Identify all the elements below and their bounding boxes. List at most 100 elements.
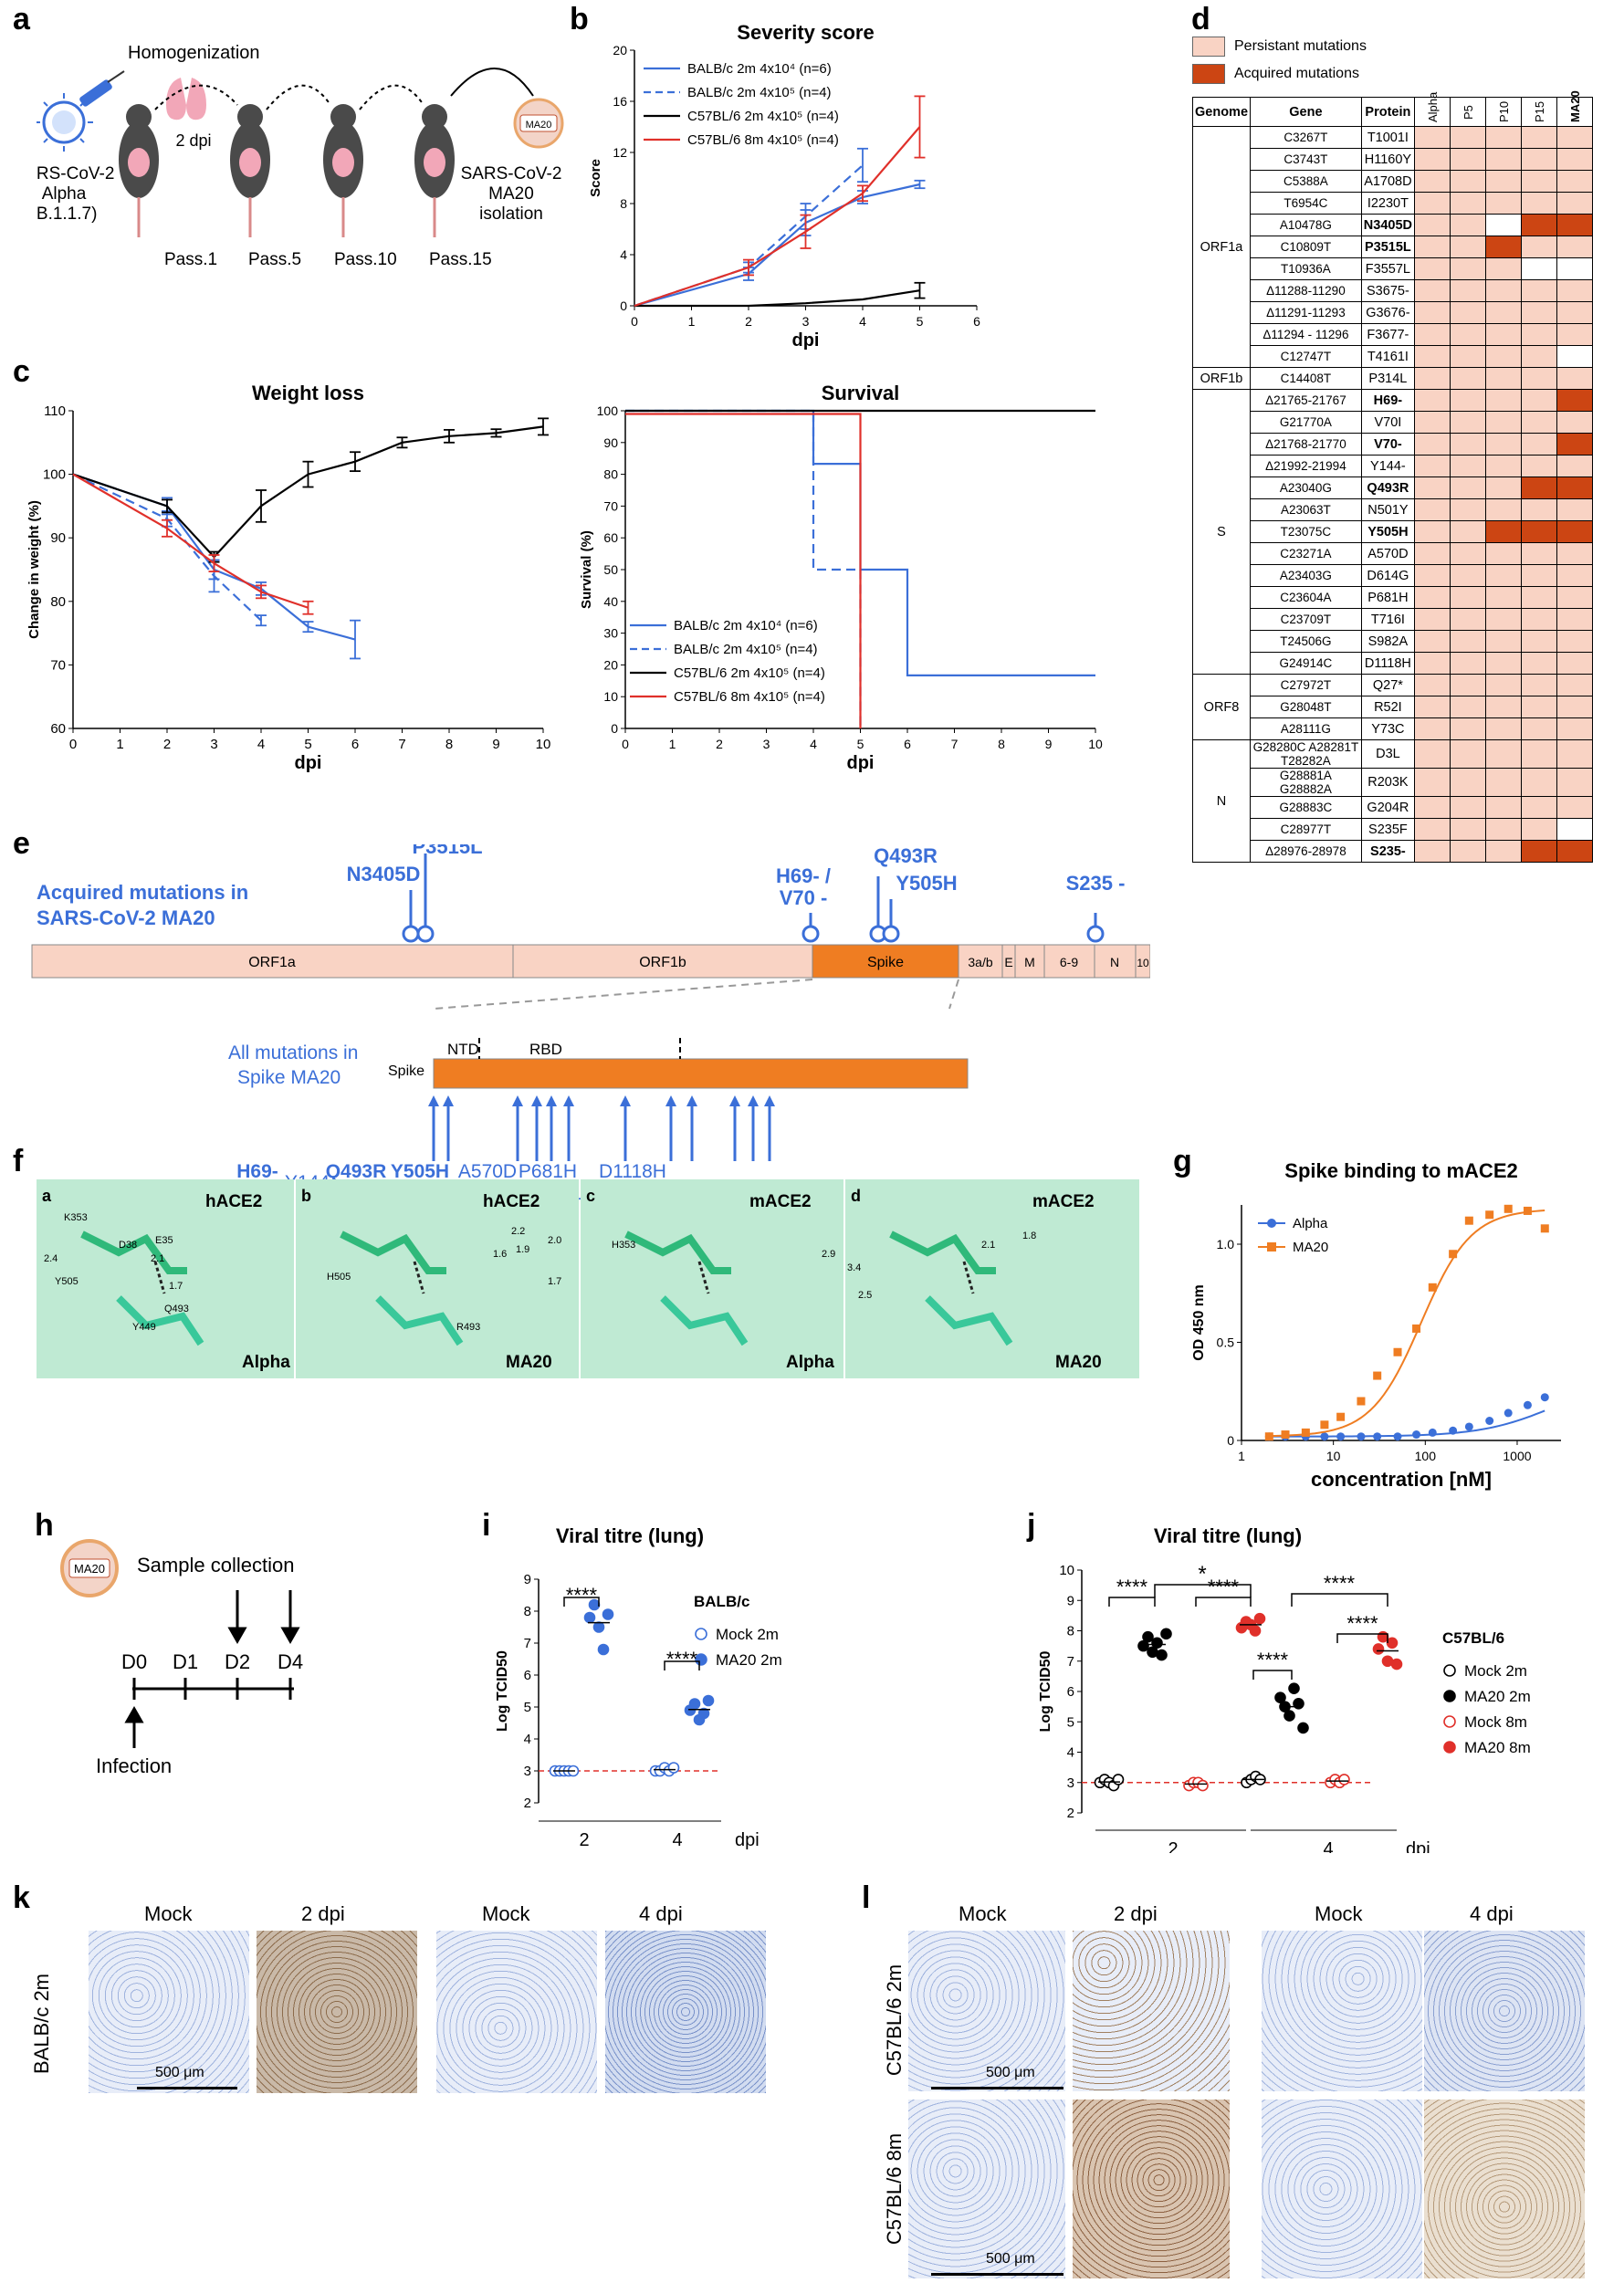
legend-label: Mock 2m [1464, 1662, 1527, 1680]
mutation-cell [1450, 257, 1486, 280]
table-header-alpha: Alpha [1414, 92, 1451, 127]
mutation-cell [1414, 367, 1451, 390]
residue-stick [116, 1295, 204, 1346]
data-point [1504, 1409, 1513, 1418]
data-point [1357, 1397, 1366, 1406]
table-row: C12747T T4161I [1193, 345, 1593, 368]
data-point [1249, 1625, 1262, 1637]
mutation-cell [1450, 696, 1486, 718]
h-ma20-badge: MA20 [74, 1562, 105, 1576]
spike-mut-label: Y505H [391, 1161, 449, 1182]
mutation-cell [1556, 564, 1593, 587]
y-tick-label: 0 [611, 721, 618, 736]
mutation-cell [1556, 170, 1593, 193]
protein-cell: N501Y [1360, 498, 1416, 521]
fit-curve-1 [1269, 1210, 1545, 1438]
protein-cell: H69- [1360, 389, 1416, 412]
y-tick-label: 70 [50, 657, 66, 673]
h-bond [153, 1261, 166, 1294]
l-scale-label-1: 500 μm [986, 2065, 1035, 2080]
y-tick-label: 4 [524, 1732, 531, 1747]
mutation-cell [1521, 236, 1557, 258]
sig-label: **** [566, 1584, 598, 1607]
mutation-cell [1556, 323, 1593, 346]
mutation-cell [1450, 345, 1486, 368]
legend-marker [1443, 1690, 1456, 1702]
protein-cell: Y144- [1360, 455, 1416, 477]
table-row: C10809T P3515L [1193, 236, 1593, 258]
mutation-cell [1414, 433, 1451, 456]
data-point [702, 1694, 715, 1707]
mutation-cell [1414, 542, 1451, 565]
mutation-cell [1556, 630, 1593, 653]
structure-d [845, 1179, 1139, 1378]
genome-cell: ORF1b [1191, 367, 1252, 390]
data-point [1274, 1691, 1286, 1703]
mutation-cell [1485, 818, 1522, 841]
x-axis-label: dpi [792, 330, 820, 351]
mutation-cell [1556, 796, 1593, 819]
lung-icon [166, 78, 206, 120]
residue-label: Y449 [132, 1322, 156, 1333]
series-line-3 [625, 413, 862, 728]
panel-label-k: k [13, 1880, 30, 1915]
data-point [688, 1698, 701, 1710]
panel-label-l: l [862, 1880, 871, 1915]
mutation-cell [1485, 717, 1522, 740]
table-row: C23709T T716I [1193, 608, 1593, 631]
panel-label-f: f [13, 1144, 24, 1178]
panel-label-e: e [13, 826, 30, 861]
residue-stick [80, 1231, 187, 1274]
gene-cell: Δ21768-21770 [1250, 433, 1362, 456]
sig-bracket [1252, 1670, 1293, 1680]
panel-label-i: i [482, 1508, 491, 1543]
mutation-cell [1556, 542, 1593, 565]
data-point [1540, 1393, 1549, 1402]
acquired-lollipops [402, 854, 1105, 943]
binding-chart: Spike binding to mACE2 0 0.5 1.0 1 10 100 1000 c… [1191, 1159, 1561, 1491]
sig-label: **** [1324, 1572, 1356, 1595]
x-tick-label: 0 [631, 314, 638, 329]
receptor-label: mACE2 [749, 1192, 812, 1211]
table-row: C23271A A570D [1193, 542, 1593, 565]
table-row: Δ21992-21994 Y144- [1193, 455, 1593, 477]
x-tick-label: 1000 [1503, 1449, 1531, 1463]
residue-stick [624, 1231, 731, 1274]
mutation-cell [1414, 345, 1451, 368]
mutation-cell [1414, 257, 1451, 280]
mutation-cell [1485, 796, 1522, 819]
histology-l-2m-mock [908, 1931, 1065, 2091]
panel-label-c: c [13, 354, 30, 389]
gene-cell: Δ11288-11290 [1250, 279, 1362, 302]
protein-cell: N3405D [1360, 214, 1416, 236]
y-tick-label: 0 [620, 298, 627, 313]
protein-cell: D614G [1360, 564, 1416, 587]
table-row: C3743T H1160Y [1193, 148, 1593, 171]
x-tick-label: 4 [810, 737, 817, 751]
mutation-cell [1485, 323, 1522, 346]
legend-label: Alpha [1293, 1216, 1328, 1231]
data-point [1336, 1412, 1346, 1421]
mutation-cell [1556, 586, 1593, 609]
gene-n: N [1110, 955, 1119, 969]
protein-cell: A1708D [1360, 170, 1416, 193]
spike-arrowhead [665, 1095, 676, 1106]
table-row: C5388A A1708D [1193, 170, 1593, 193]
histology-l-2m-mock-4 [1262, 1931, 1422, 2091]
mutation-legend: Persistant mutations Acquired mutations [1192, 37, 1367, 84]
mutation-cell [1450, 542, 1486, 565]
residue-stick [925, 1295, 1013, 1346]
k-col-4dpi: 4 dpi [639, 1902, 683, 1925]
protein-cell: R52I [1360, 696, 1416, 718]
data-point [583, 1611, 596, 1624]
y-tick-label: 30 [603, 626, 618, 641]
spike-arrowhead [443, 1095, 454, 1106]
gene-cell: C23604A [1250, 586, 1362, 609]
table-header-genome: Genome [1191, 97, 1252, 127]
spike-bar [433, 1058, 969, 1089]
mutation-cell [1521, 564, 1557, 587]
mutation-cell [1450, 170, 1486, 193]
x-tick-label: 8 [998, 737, 1005, 751]
protein-cell: R203K [1360, 768, 1416, 797]
virus-out-label-3: isolation [479, 204, 543, 224]
